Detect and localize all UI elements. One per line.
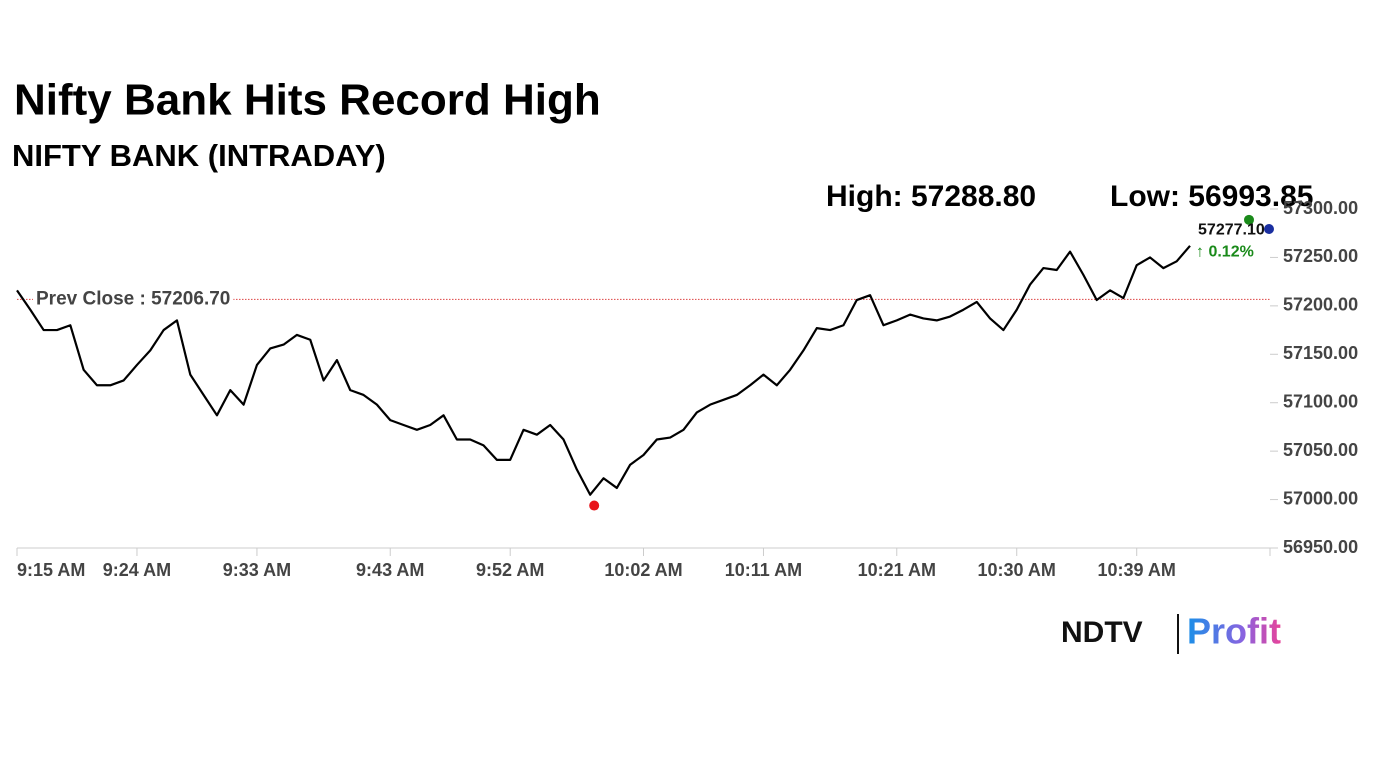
x-tick-label: 9:33 AM: [223, 560, 291, 580]
price-line: [16, 245, 1191, 496]
y-tick-label: 57200.00: [1283, 295, 1358, 315]
change-label: ↑ 0.12%: [1196, 243, 1254, 260]
y-tick-label: 57300.00: [1283, 198, 1358, 218]
label-bg: [33, 288, 234, 310]
y-tick-label: 57100.00: [1283, 391, 1358, 411]
low-marker: [589, 500, 600, 511]
y-tick-label: 57000.00: [1283, 488, 1358, 508]
chart-subtitle: NIFTY BANK (INTRADAY): [12, 138, 386, 173]
brand-ndtv: NDTV: [1061, 616, 1143, 649]
x-tick-label: 10:39 AM: [1098, 560, 1176, 580]
y-tick-label: 57150.00: [1283, 343, 1358, 363]
prev-close-label: Prev Close : 57206.70: [36, 288, 230, 309]
chart-title: Nifty Bank Hits Record High: [14, 76, 601, 125]
x-tick-label: 10:30 AM: [978, 560, 1056, 580]
x-tick-label: 9:15 AM: [17, 560, 85, 580]
y-tick-label: 57250.00: [1283, 246, 1358, 266]
high-label: High: 57288.80: [826, 180, 1036, 213]
high-marker: [1244, 214, 1254, 225]
last-value: 57277.10: [1198, 221, 1265, 238]
x-tick-label: 9:24 AM: [103, 560, 171, 580]
y-tick-label: 56950.00: [1283, 537, 1358, 557]
x-tick-label: 10:21 AM: [858, 560, 936, 580]
x-tick-label: 10:11 AM: [725, 560, 802, 580]
y-tick-label: 57050.00: [1283, 440, 1358, 460]
x-tick-label: 9:52 AM: [476, 560, 544, 580]
marker-dot: [1264, 224, 1274, 234]
low-label: Low: 56993.85: [1110, 180, 1313, 213]
x-tick-label: 9:43 AM: [356, 560, 424, 580]
x-tick-label: 10:02 AM: [604, 560, 682, 580]
brand-profit: Profit: [1187, 611, 1281, 652]
